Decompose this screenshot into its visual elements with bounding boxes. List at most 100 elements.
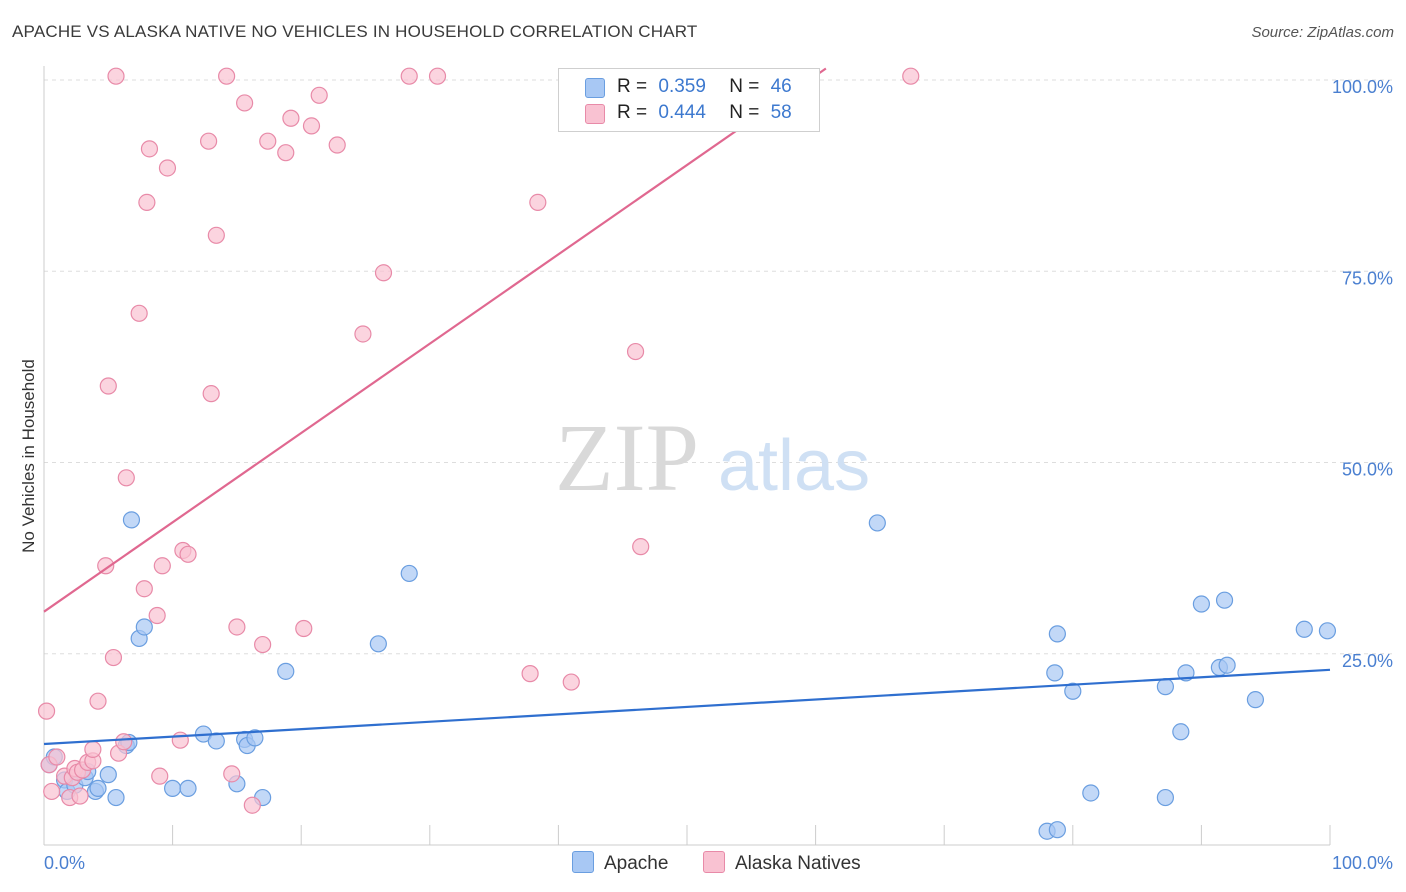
series-legend-apache[interactable]: Apache [572, 851, 668, 875]
data-point-alaska [148, 606, 166, 625]
series-label-apache: Apache [604, 853, 669, 874]
data-point-apache [1172, 723, 1190, 741]
data-point-alaska [243, 796, 261, 814]
legend-r-label: R = [617, 76, 648, 97]
data-point-apache [164, 779, 182, 797]
data-point-alaska [71, 787, 89, 805]
data-point-alaska [521, 665, 539, 683]
data-point-apache [400, 564, 418, 583]
legend-r-value: 0.444 [658, 102, 706, 123]
y-tick-label: 50.0% [1342, 460, 1393, 480]
data-point-apache [369, 635, 387, 653]
gridlines [44, 79, 1392, 655]
data-point-alaska [97, 557, 115, 575]
data-point-apache [179, 779, 197, 797]
data-point-alaska [236, 94, 254, 112]
y-tick-label: 100.0% [1332, 77, 1393, 97]
series-swatch-alaska [703, 851, 725, 873]
data-point-alaska [562, 673, 580, 691]
series-swatch-apache [572, 851, 594, 873]
data-point-apache [246, 729, 264, 747]
data-point-alaska [107, 67, 125, 85]
data-point-alaska [200, 132, 218, 150]
data-point-alaska [153, 557, 171, 575]
data-point-apache [1048, 625, 1066, 643]
data-point-apache [868, 514, 886, 532]
legend-swatch-apache [585, 78, 605, 98]
data-point-apache [1048, 821, 1066, 839]
data-point-alaska [207, 226, 225, 244]
x-tick-label: 100.0% [1332, 853, 1393, 873]
watermark-atlas: atlas [718, 426, 870, 506]
data-point-apache [135, 618, 153, 636]
legend-n-label: N = [729, 76, 760, 97]
data-point-alaska [84, 740, 102, 758]
data-point-alaska [228, 618, 246, 636]
data-point-alaska [632, 538, 650, 556]
data-point-apache [1318, 622, 1337, 640]
data-point-apache [207, 732, 225, 750]
data-point-apache [1064, 682, 1082, 700]
y-axis-label: No Vehicles in Household [19, 359, 38, 553]
data-point-alaska [259, 132, 277, 150]
data-point-alaska [310, 86, 328, 104]
trend-lines [43, 67, 1331, 746]
data-point-alaska [37, 702, 56, 720]
legend-swatch-alaska [585, 104, 605, 124]
data-point-apache [1156, 678, 1174, 696]
chart-source: Source: ZipAtlas.com [1251, 24, 1394, 41]
data-point-alaska [254, 635, 272, 654]
data-point-alaska [135, 580, 153, 598]
data-point-alaska [902, 67, 920, 85]
data-point-alaska [626, 342, 645, 361]
data-point-apache [122, 511, 141, 529]
data-point-apache [1192, 595, 1211, 613]
series-label-alaska: Alaska Natives [735, 853, 861, 874]
data-point-alaska [354, 325, 372, 343]
data-point-apache [1246, 691, 1265, 709]
legend: R = 0.359 N = 46 R = 0.444 N = 58 [558, 68, 820, 132]
data-point-alaska [202, 385, 220, 403]
series-legend-alaska[interactable]: Alaska Natives [703, 851, 861, 875]
data-point-alaska [151, 767, 169, 785]
legend-n-value: 46 [770, 76, 792, 97]
data-point-alaska [104, 648, 123, 667]
data-point-alaska [130, 304, 148, 322]
data-point-apache [89, 779, 107, 797]
data-point-alaska [223, 765, 241, 783]
data-point-alaska [277, 144, 295, 162]
series-legend: Apache Alaska Natives [0, 851, 1406, 877]
data-point-alaska [138, 193, 156, 211]
data-point-alaska [328, 136, 346, 154]
data-point-apache [1215, 591, 1234, 609]
legend-n-label: N = [729, 102, 760, 123]
data-point-alaska [140, 140, 159, 158]
data-point-apache [1156, 788, 1174, 807]
data-point-alaska [529, 193, 547, 211]
data-point-alaska [89, 692, 107, 710]
y-tick-label: 75.0% [1342, 268, 1393, 288]
chart-title: APACHE VS ALASKA NATIVE NO VEHICLES IN H… [12, 22, 698, 41]
data-point-alaska [158, 159, 177, 177]
data-point-apache [1218, 656, 1236, 674]
data-point-apache [1046, 664, 1064, 682]
data-point-apache [99, 766, 117, 784]
trend-line-apache [43, 668, 1331, 746]
data-point-alaska [115, 733, 133, 751]
data-point-alaska [99, 377, 117, 395]
data-point-apache [277, 662, 295, 680]
data-point-alaska [179, 545, 197, 563]
data-point-apache [1295, 620, 1313, 638]
data-point-apache [107, 788, 125, 807]
data-point-alaska [117, 469, 135, 487]
x-tick-label: 0.0% [44, 853, 85, 873]
data-point-alaska [295, 619, 313, 638]
data-point-alaska [302, 117, 321, 135]
watermark-zip: ZIP [555, 404, 699, 511]
data-point-alaska [171, 731, 189, 749]
data-point-alaska [218, 67, 236, 85]
trend-line-alaska [43, 67, 827, 613]
legend-r-value: 0.359 [658, 76, 706, 97]
data-point-alaska [374, 264, 393, 282]
tick-labels: 25.0% 50.0% 75.0% 100.0% 0.0% 100.0% [44, 77, 1393, 873]
